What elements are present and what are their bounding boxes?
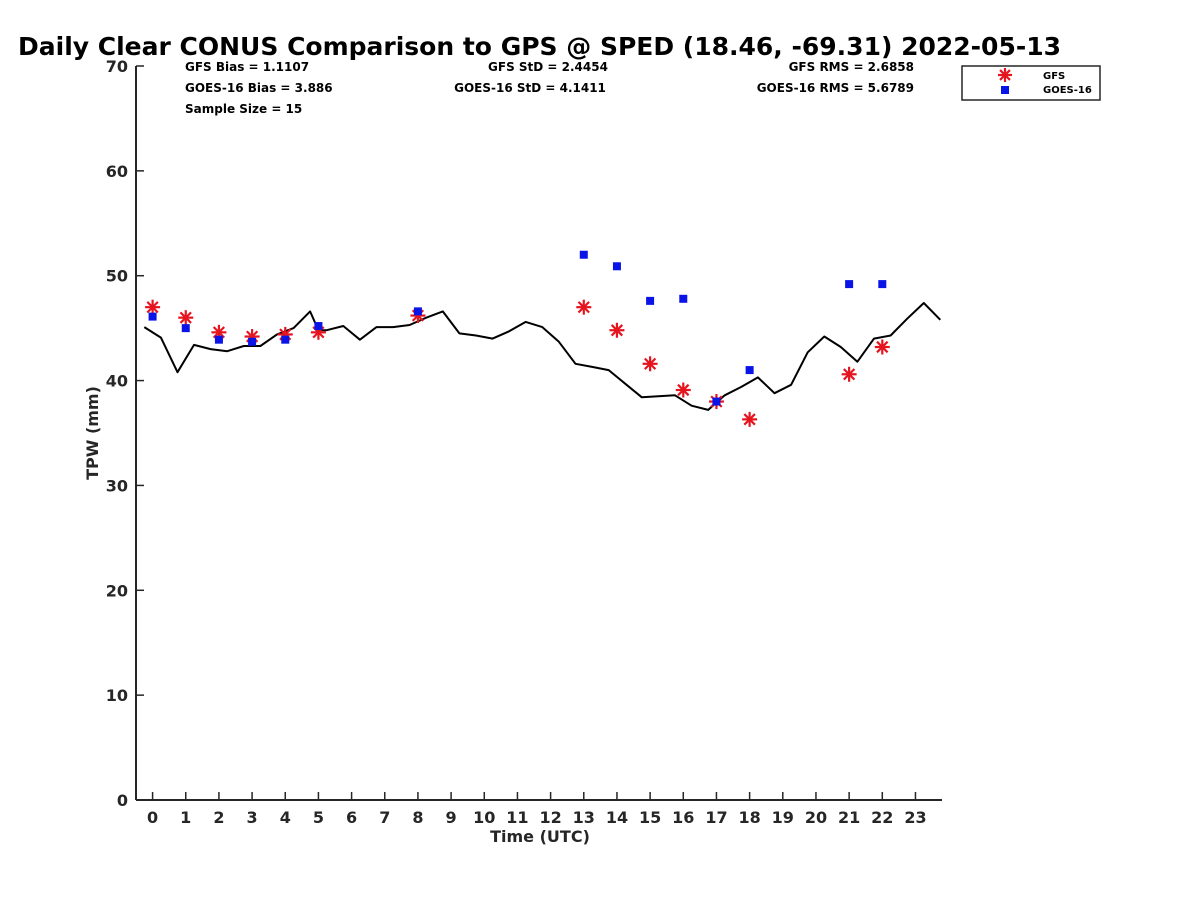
x-tick-label: 0 <box>147 808 158 827</box>
sample-size-text: Sample Size = 15 <box>185 102 302 116</box>
goes-point <box>248 337 257 346</box>
gfs-point <box>609 322 625 338</box>
x-tick-label: 13 <box>573 808 595 827</box>
legend-gfs-asterisk <box>998 68 1012 82</box>
x-tick-label: 16 <box>672 808 694 827</box>
x-tick-label: 14 <box>606 808 628 827</box>
legend: GFS GOES-16 <box>961 65 1101 101</box>
x-tick-label: 15 <box>639 808 661 827</box>
gfs-point <box>642 356 658 372</box>
x-tick-label: 1 <box>180 808 191 827</box>
goes-std-text: GOES-16 StD = 4.1411 <box>454 81 606 95</box>
gfs-point <box>145 299 161 315</box>
goes-point <box>281 335 290 344</box>
axes <box>135 66 942 801</box>
y-tick-label: 70 <box>106 57 128 76</box>
x-tick-label: 19 <box>772 808 794 827</box>
y-tick-label: 30 <box>106 476 128 495</box>
chart-title: Daily Clear CONUS Comparison to GPS @ SP… <box>18 32 1061 61</box>
gfs-point <box>576 299 592 315</box>
gfs-point <box>742 411 758 427</box>
gfs-bias-text: GFS Bias = 1.1107 <box>185 60 309 74</box>
goes-point <box>148 312 157 321</box>
y-tick-label: 0 <box>117 791 128 810</box>
legend-goes-square-marker <box>1001 86 1009 94</box>
goes-point <box>712 397 721 406</box>
goes-rms-text: GOES-16 RMS = 5.6789 <box>757 81 914 95</box>
x-tick-label: 12 <box>539 808 561 827</box>
goes-point <box>214 335 223 344</box>
x-tick-label: 5 <box>313 808 324 827</box>
goes-point <box>878 280 887 289</box>
y-tick-label: 50 <box>106 267 128 286</box>
x-tick-label: 22 <box>871 808 893 827</box>
y-ticks: 0 10 20 30 40 50 60 70 <box>106 57 144 810</box>
x-tick-label: 17 <box>705 808 727 827</box>
x-tick-label: 23 <box>904 808 926 827</box>
goes-bias-text: GOES-16 Bias = 3.886 <box>185 81 333 95</box>
legend-goes-square <box>1001 86 1009 94</box>
x-tick-label: 18 <box>738 808 760 827</box>
plot-area <box>143 250 942 427</box>
x-tick-label: 4 <box>280 808 291 827</box>
x-tick-label: 11 <box>506 808 528 827</box>
y-tick-label: 10 <box>106 686 128 705</box>
x-tick-label: 7 <box>379 808 390 827</box>
goes-point <box>612 262 621 271</box>
legend-gfs-asterisk-marker <box>998 68 1012 82</box>
goes-point <box>745 366 754 375</box>
x-tick-label: 10 <box>473 808 495 827</box>
legend-gfs-label: GFS <box>1043 71 1065 82</box>
y-tick-label: 60 <box>106 162 128 181</box>
goes-point <box>413 307 422 316</box>
goes-point <box>646 296 655 305</box>
goes-point <box>679 294 688 303</box>
x-tick-label: 8 <box>412 808 423 827</box>
gfs-point <box>675 382 691 398</box>
legend-box <box>961 65 1101 101</box>
goes-point <box>579 250 588 259</box>
y-tick-label: 20 <box>106 581 128 600</box>
gfs-point <box>874 339 890 355</box>
goes-point <box>314 322 323 331</box>
stats-block: GFS Bias = 1.1107 GOES-16 Bias = 3.886 S… <box>185 60 914 116</box>
x-tick-label: 20 <box>805 808 827 827</box>
gfs-rms-text: GFS RMS = 2.6858 <box>789 60 914 74</box>
x-tick-label: 3 <box>247 808 258 827</box>
gfs-point <box>841 366 857 382</box>
y-axis-label: TPW (mm) <box>83 386 102 480</box>
x-tick-label: 6 <box>346 808 357 827</box>
goes-point <box>181 324 190 333</box>
goes-point <box>845 280 854 289</box>
legend-goes-label: GOES-16 <box>1043 85 1092 96</box>
x-tick-label: 9 <box>446 808 457 827</box>
gfs-std-text: GFS StD = 2.4454 <box>488 60 608 74</box>
gfs-point <box>178 310 194 326</box>
x-ticks: 0 1 2 3 4 5 6 7 8 9 10 11 12 13 14 15 16 17 18 19 20 21 22 23 <box>147 792 927 827</box>
x-axis-label: Time (UTC) <box>490 827 590 846</box>
x-tick-label: 21 <box>838 808 860 827</box>
gps-series-line <box>143 302 942 411</box>
y-tick-label: 40 <box>106 372 128 391</box>
x-tick-label: 2 <box>213 808 224 827</box>
